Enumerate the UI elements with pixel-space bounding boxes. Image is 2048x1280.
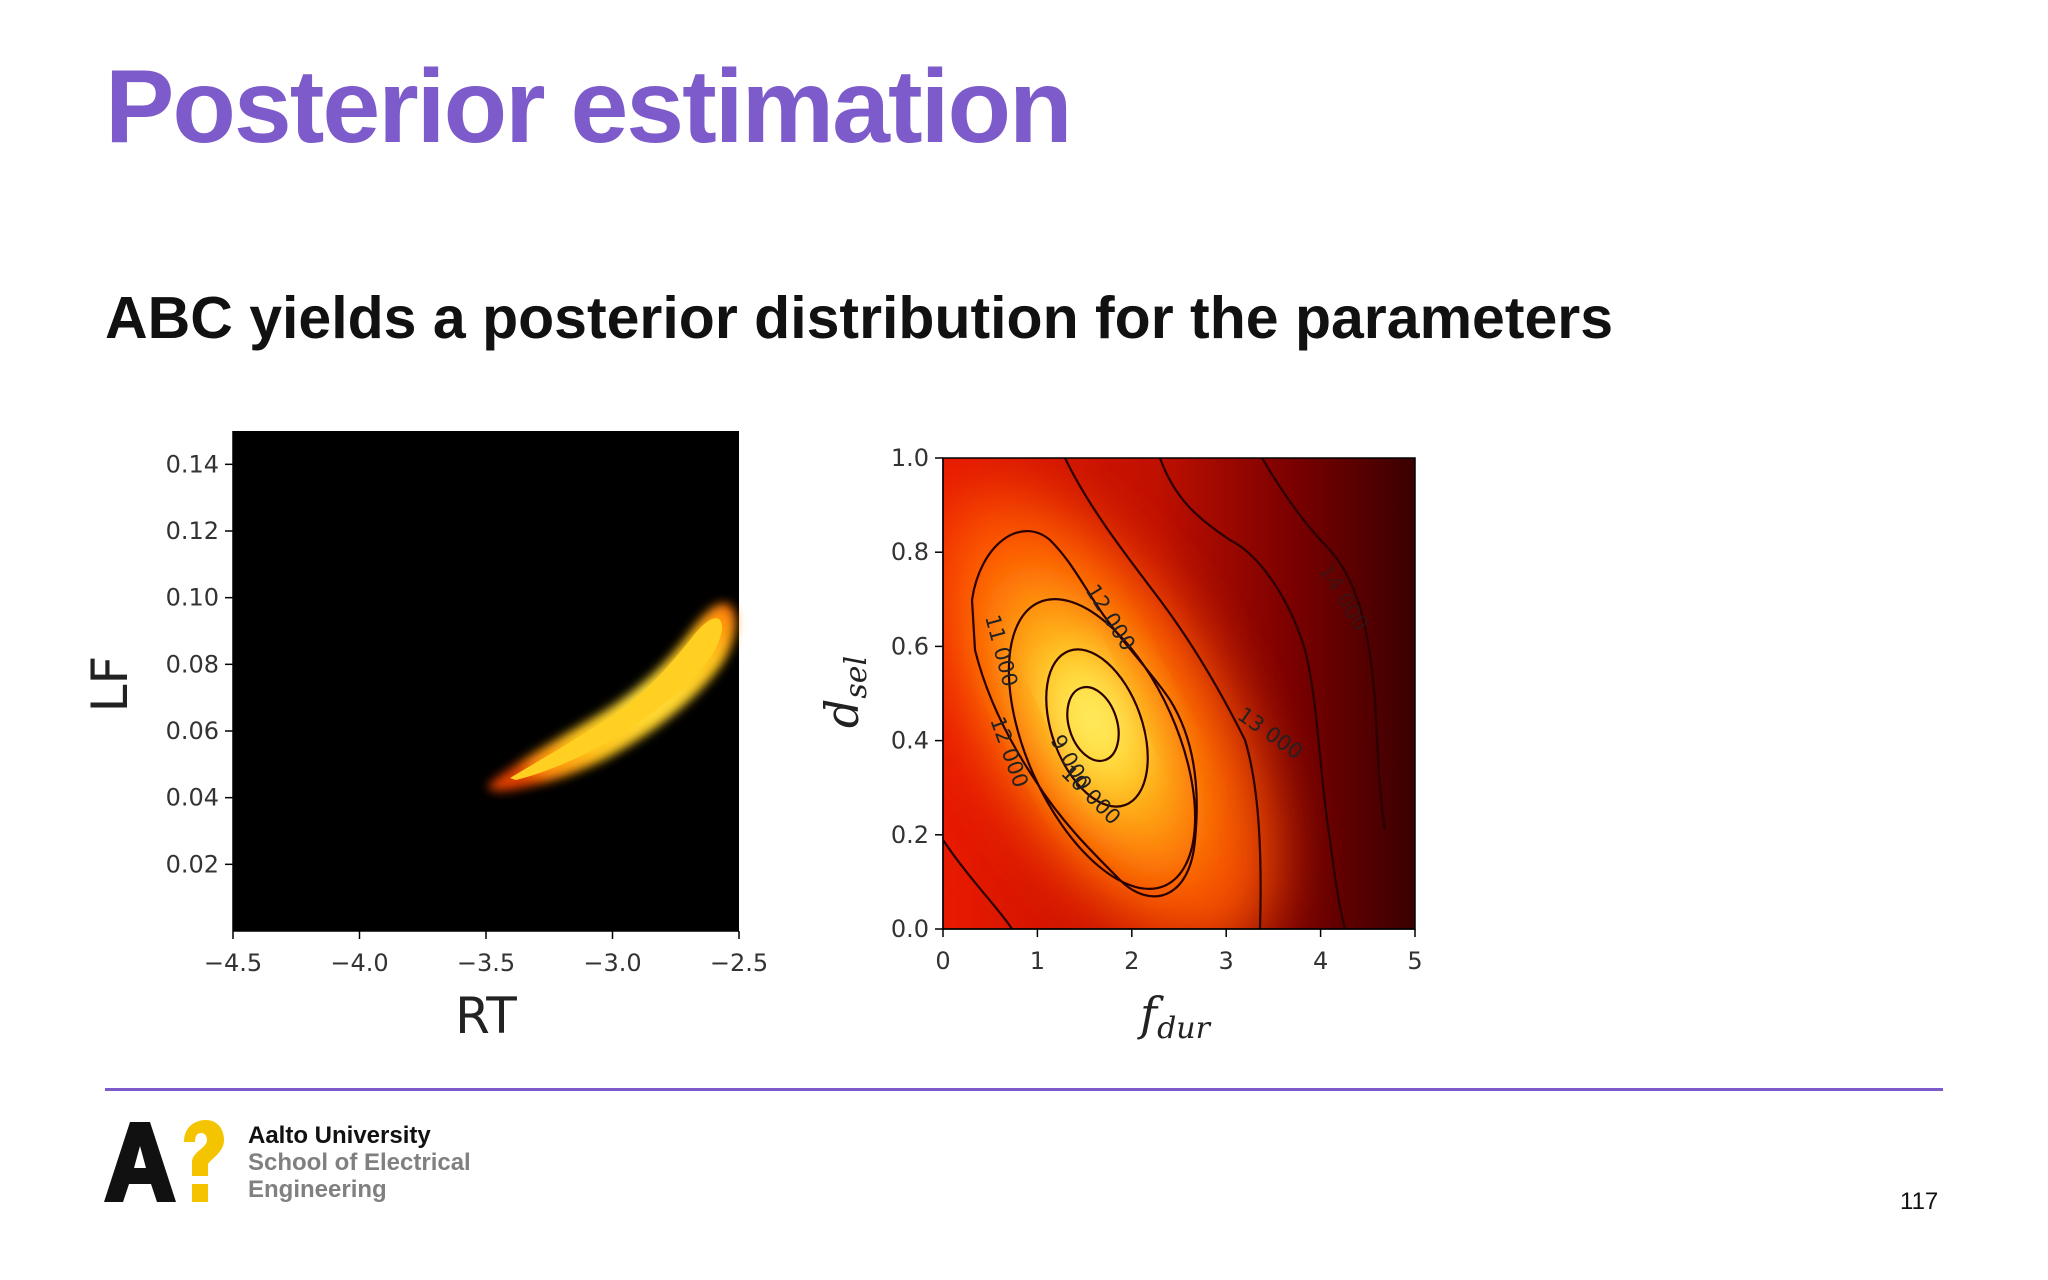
left-y-axis-label: LF bbox=[81, 656, 139, 713]
right-x-axis-label: fdur bbox=[1137, 987, 1212, 1046]
footer-divider bbox=[105, 1088, 1943, 1091]
y-tick-label: 0.04 bbox=[166, 784, 219, 812]
x-tick-label: −3.0 bbox=[583, 949, 641, 977]
y-tick-label: 0.08 bbox=[166, 650, 219, 678]
y-tick-label: 0.6 bbox=[891, 632, 929, 660]
school-name-line2: Engineering bbox=[248, 1176, 387, 1203]
x-tick-label: −4.5 bbox=[204, 949, 262, 977]
y-tick-label: 0.4 bbox=[891, 727, 929, 755]
right-contour-lines bbox=[943, 458, 1387, 929]
y-tick-label: 0.12 bbox=[166, 517, 219, 545]
x-tick-label: 2 bbox=[1124, 947, 1139, 975]
left-x-axis-label: RT bbox=[455, 987, 517, 1045]
x-tick-label: −3.5 bbox=[457, 949, 515, 977]
left-posterior-region bbox=[488, 603, 736, 791]
right-y-axis-label: dsel bbox=[815, 656, 874, 728]
slide-title: Posterior estimation bbox=[105, 49, 1073, 165]
left-heatmap-chart: −4.5 −4.0 −3.5 −3.0 −2.5 0.02 0.04 0.06 0.08 0.10… bbox=[81, 431, 768, 1045]
x-tick-label: 5 bbox=[1407, 947, 1422, 975]
y-tick-label: 1.0 bbox=[891, 444, 929, 472]
y-tick-label: 0.8 bbox=[891, 538, 929, 566]
y-tick-label: 0.14 bbox=[166, 450, 219, 478]
x-tick-label: 3 bbox=[1219, 947, 1234, 975]
logo-text: Aalto University School of Electrical En… bbox=[248, 1122, 471, 1203]
page-number: 117 bbox=[1900, 1188, 1939, 1215]
x-tick-label: −2.5 bbox=[710, 949, 768, 977]
right-contour-chart: 12 000 11 000 12 000 9 000 10 000 13 000… bbox=[815, 444, 1423, 1046]
x-tick-label: 4 bbox=[1313, 947, 1328, 975]
y-tick-label: 0.02 bbox=[166, 850, 219, 878]
slide-subtitle: ABC yields a posterior distribution for … bbox=[105, 285, 1614, 351]
x-tick-label: 0 bbox=[935, 947, 950, 975]
right-heatmap-field: 12 000 11 000 12 000 9 000 10 000 13 000… bbox=[943, 458, 1415, 929]
aalto-logo-icon bbox=[104, 1120, 224, 1202]
school-name-line1: School of Electrical bbox=[248, 1149, 471, 1176]
university-name: Aalto University bbox=[248, 1122, 431, 1149]
x-tick-label: −4.0 bbox=[330, 949, 388, 977]
y-tick-label: 0.06 bbox=[166, 717, 219, 745]
y-tick-label: 0.10 bbox=[166, 584, 219, 612]
x-tick-label: 1 bbox=[1030, 947, 1045, 975]
y-tick-label: 0.2 bbox=[891, 821, 929, 849]
y-tick-label: 0.0 bbox=[891, 915, 929, 943]
